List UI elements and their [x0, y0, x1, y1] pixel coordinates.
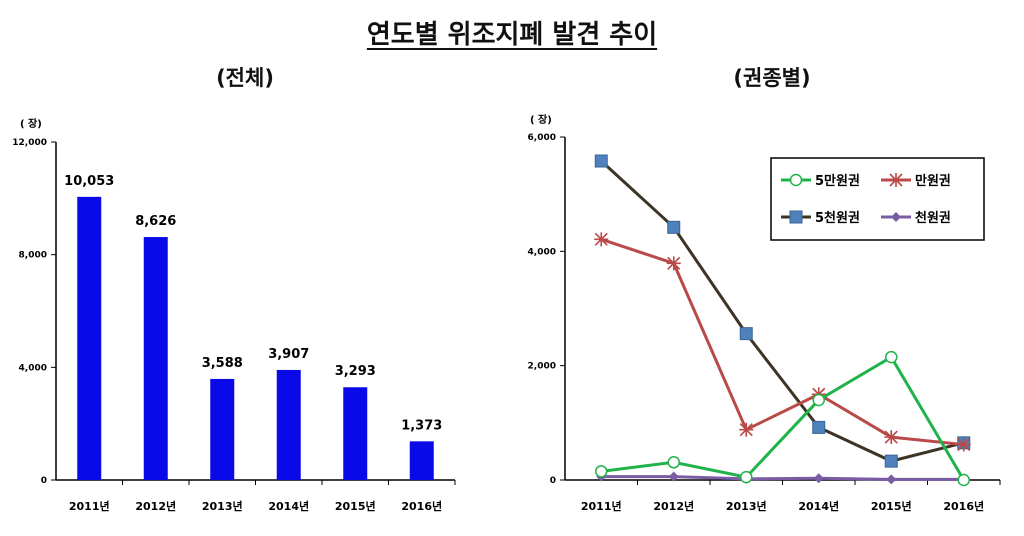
bar-value-label: 10,053	[64, 174, 114, 189]
left-x-tick-label: 2014년	[268, 499, 309, 513]
right-x-tick-label: 2012년	[653, 499, 694, 513]
right-x-tick-label: 2014년	[798, 499, 839, 513]
series-point	[594, 154, 608, 168]
legend-marker	[789, 210, 803, 224]
right-y-tick-label: 4,000	[528, 247, 556, 257]
left-x-tick-label: 2013년	[202, 499, 243, 513]
bar-value-label: 3,907	[268, 347, 309, 362]
right-y-tick-label: 0	[550, 476, 556, 486]
right-x-tick-label: 2011년	[581, 499, 622, 513]
legend-marker	[891, 212, 901, 222]
bar	[276, 369, 301, 480]
bar-value-label: 3,588	[202, 356, 243, 371]
series-point	[884, 454, 898, 468]
series-line	[600, 237, 964, 447]
bar	[343, 387, 368, 480]
series-point	[740, 470, 753, 484]
legend-label: 5천원권	[815, 211, 860, 226]
bar	[77, 196, 102, 480]
left-y-tick-label: 8,000	[19, 251, 47, 261]
series-point	[812, 393, 825, 407]
series-point	[667, 220, 681, 234]
bar	[210, 378, 235, 480]
left-x-tick-label: 2011년	[69, 499, 110, 513]
legend-box	[770, 157, 985, 241]
series-point	[885, 350, 898, 364]
series-point	[594, 232, 609, 247]
series-point	[884, 430, 899, 445]
series-point	[595, 465, 608, 478]
left-unit-label: ( 장)	[20, 117, 42, 130]
main-title: 연도별 위조지폐 발견 추이	[366, 20, 658, 50]
right-y-tick-label: 6,000	[528, 133, 556, 143]
series-point	[956, 437, 971, 452]
right-y-tick-label: 2,000	[528, 362, 556, 372]
bar-value-label: 8,626	[135, 214, 176, 229]
right-x-tick-label: 2016년	[943, 499, 984, 513]
bar-value-label: 3,293	[335, 364, 376, 379]
series-point	[667, 456, 680, 469]
right-chart-subtitle: (권종별)	[733, 66, 811, 90]
series-line	[600, 159, 965, 463]
left-y-tick-label: 12,000	[12, 138, 47, 148]
legend-label: 천원권	[915, 211, 951, 226]
left-y-tick-label: 0	[41, 476, 47, 486]
series-point	[813, 473, 824, 484]
left-chart-subtitle: (전체)	[216, 66, 274, 90]
series-point	[957, 473, 970, 487]
left-x-tick-label: 2012년	[135, 499, 176, 513]
series-point	[668, 471, 679, 482]
right-x-tick-label: 2015년	[871, 499, 912, 513]
bar-value-label: 1,373	[401, 418, 442, 433]
bar	[409, 441, 434, 480]
left-x-tick-label: 2015년	[335, 499, 376, 513]
series-point	[739, 327, 753, 341]
series-point	[812, 420, 826, 434]
series-point	[666, 256, 681, 271]
right-x-tick-label: 2013년	[726, 499, 767, 513]
left-x-tick-label: 2016년	[401, 499, 442, 513]
legend-marker	[789, 173, 803, 187]
legend-label: 5만원권	[815, 173, 860, 189]
series-point	[739, 422, 754, 437]
bar	[143, 237, 168, 480]
series-line	[601, 475, 964, 481]
legend-label: 만원권	[915, 173, 951, 189]
left-y-tick-label: 4,000	[19, 363, 47, 373]
right-unit-label: ( 장)	[530, 113, 552, 126]
legend-marker	[889, 173, 903, 187]
series-point	[886, 474, 897, 485]
series-line	[601, 355, 966, 481]
